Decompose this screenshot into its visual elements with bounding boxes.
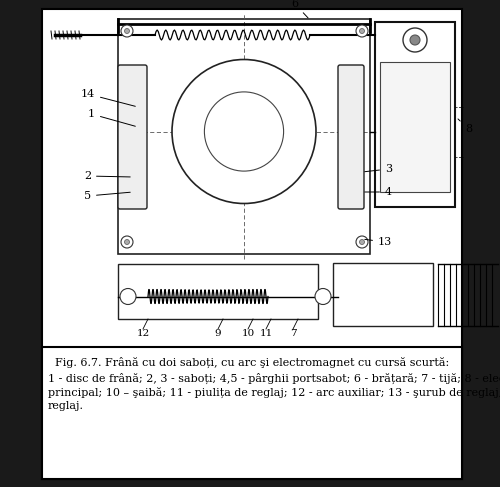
Bar bbox=[380, 62, 450, 192]
Circle shape bbox=[410, 35, 420, 45]
Text: 10: 10 bbox=[242, 329, 254, 338]
Text: 12: 12 bbox=[136, 329, 149, 338]
Text: 11: 11 bbox=[260, 329, 272, 338]
Circle shape bbox=[356, 25, 368, 37]
Text: 1 - disc de frână; 2, 3 - saboți; 4,5 - pârghii portsabot; 6 - brățară; 7 - tijă: 1 - disc de frână; 2, 3 - saboți; 4,5 - … bbox=[48, 373, 500, 384]
Text: 8: 8 bbox=[458, 119, 472, 134]
Text: Fig. 6.7. Frână cu doi saboți, cu arc şi electromagnet cu cursă scurtă:: Fig. 6.7. Frână cu doi saboți, cu arc şi… bbox=[55, 357, 449, 368]
Bar bbox=[118, 19, 370, 254]
Circle shape bbox=[121, 236, 133, 248]
FancyBboxPatch shape bbox=[118, 65, 147, 209]
Bar bbox=[333, 263, 433, 326]
Text: principal; 10 – şaibă; 11 - piulița de reglaj; 12 - arc auxiliar; 13 - şurub de : principal; 10 – şaibă; 11 - piulița de r… bbox=[48, 387, 500, 398]
Text: 13: 13 bbox=[365, 237, 392, 247]
Text: 7: 7 bbox=[290, 329, 296, 338]
Text: 9: 9 bbox=[214, 329, 222, 338]
Text: 4: 4 bbox=[365, 187, 392, 197]
Circle shape bbox=[120, 288, 136, 304]
Circle shape bbox=[360, 240, 364, 244]
Text: 1: 1 bbox=[88, 109, 136, 126]
Bar bbox=[118, 264, 318, 319]
Text: reglaj.: reglaj. bbox=[48, 401, 84, 411]
Circle shape bbox=[121, 25, 133, 37]
Circle shape bbox=[124, 29, 130, 34]
Circle shape bbox=[360, 29, 364, 34]
Text: 3: 3 bbox=[365, 164, 392, 174]
Text: 5: 5 bbox=[84, 191, 130, 201]
Bar bbox=[42, 347, 462, 479]
FancyBboxPatch shape bbox=[338, 65, 364, 209]
Text: 6: 6 bbox=[292, 0, 308, 18]
Bar bbox=[42, 9, 462, 479]
Bar bbox=[375, 22, 455, 207]
Text: 2: 2 bbox=[84, 171, 130, 181]
Circle shape bbox=[172, 59, 316, 204]
Circle shape bbox=[315, 288, 331, 304]
Circle shape bbox=[356, 236, 368, 248]
Circle shape bbox=[403, 28, 427, 52]
Circle shape bbox=[204, 92, 284, 171]
Circle shape bbox=[124, 240, 130, 244]
Text: 14: 14 bbox=[81, 89, 136, 106]
